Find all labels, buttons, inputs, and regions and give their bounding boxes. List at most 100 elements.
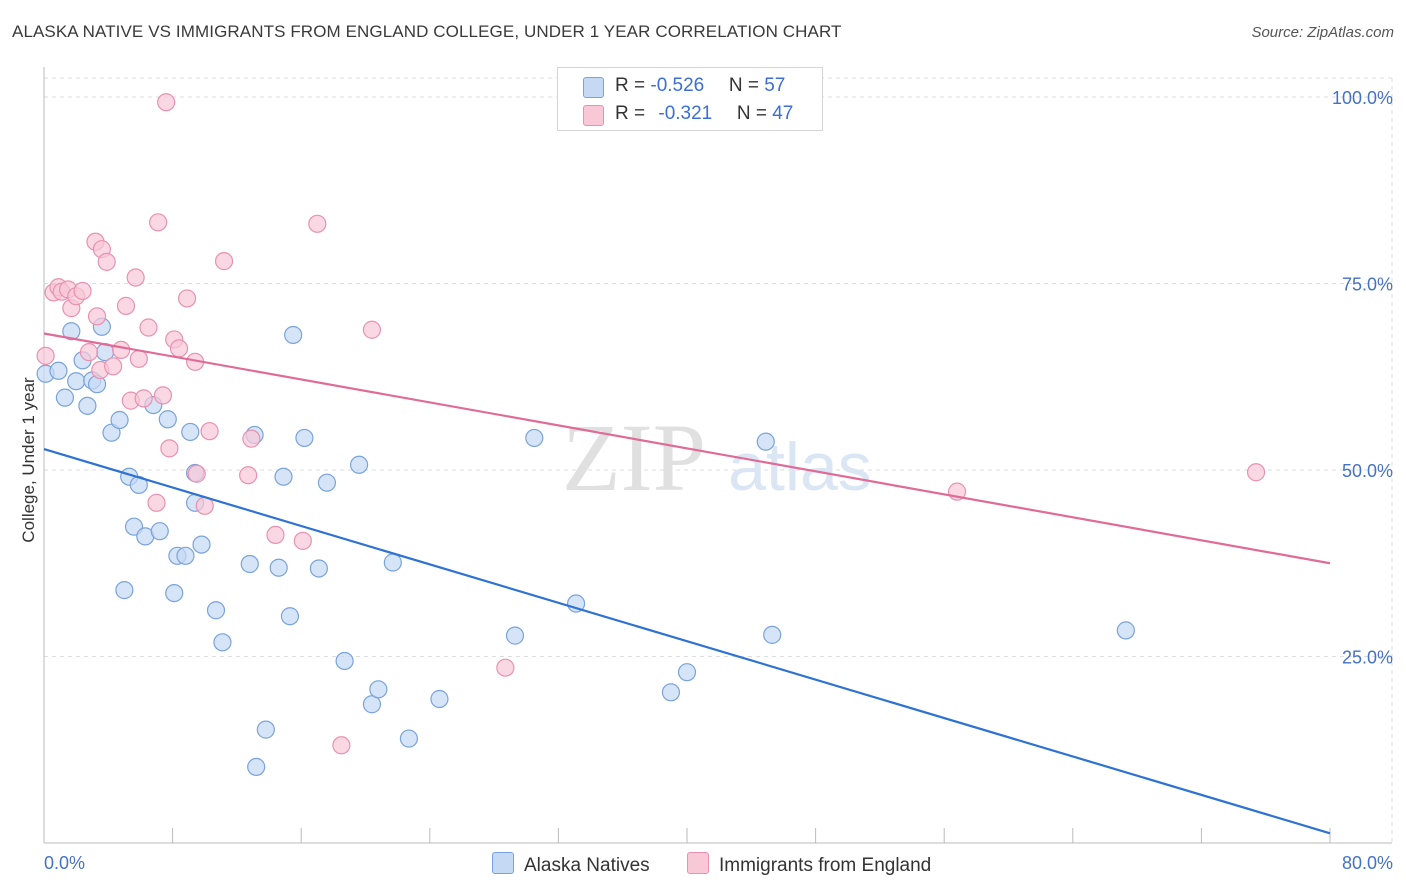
legend-swatch-pink (583, 105, 604, 126)
alaska-native-point (1116, 621, 1135, 640)
bottom-legend-label: Alaska Natives (524, 855, 650, 876)
legend-n-label: N = (728, 75, 765, 96)
source-label: Source: ZipAtlas.com (1251, 24, 1394, 41)
alaska-native-point (274, 467, 293, 486)
england-immigrant-point (157, 93, 176, 112)
england-immigrant-point (73, 281, 92, 301)
alaska-native-point (55, 388, 74, 407)
axis-labels: 100.0% 75.0% 50.0% 25.0% 0.0% 80.0% College, U… (19, 88, 1393, 873)
gridlines (44, 77, 1393, 843)
alaska-native-point (383, 553, 402, 572)
england-immigrant-point (200, 422, 219, 441)
alaska-native-point (176, 546, 195, 565)
x-tick-label-min: 0.0% (44, 853, 85, 873)
legend-swatch-blue (583, 77, 604, 98)
bottom-legend-label: Immigrants from England (719, 855, 932, 876)
legend-r-value: -0.321 (658, 103, 713, 124)
england-immigrant-point (97, 252, 116, 271)
x-tick-label-max: 80.0% (1342, 853, 1393, 873)
legend-r-label: R = (615, 75, 651, 96)
england-immigrant-point (112, 340, 131, 359)
england-immigrant-point (147, 493, 166, 512)
england-immigrant-point (87, 307, 107, 326)
england-immigrant-point (332, 736, 351, 755)
legend-n-label: N = (736, 103, 773, 124)
england-immigrant-point (362, 320, 382, 339)
england-immigrant-trend-line (43, 332, 1331, 565)
watermark-zip: ZIP (562, 404, 706, 511)
alaska-native-point (525, 428, 544, 448)
alaska-native-point (349, 455, 369, 474)
alaska-native-point (309, 559, 328, 578)
alaska-native-point (430, 689, 449, 709)
england-immigrant-point (177, 289, 197, 308)
axes (43, 67, 1392, 844)
y-tick-label: 50.0% (1342, 461, 1393, 481)
alaska-native-point (115, 581, 134, 600)
england-immigrant-point (104, 357, 123, 376)
england-immigrant-point (149, 213, 168, 232)
bottom-legend-alaska-natives: Alaska Natives (492, 852, 650, 877)
alaska-native-point (240, 554, 259, 574)
england-immigrant-point (126, 268, 145, 287)
alaska-native-point (317, 473, 337, 492)
alaska-native-point (505, 626, 525, 645)
legend-r-value: -0.526 (650, 75, 705, 96)
england-immigrant-point (214, 252, 234, 271)
legend-r-label: R = (615, 103, 651, 124)
alaska-native-point (335, 651, 354, 671)
alaska-native-point (165, 583, 184, 603)
england-immigrant-point (129, 349, 148, 368)
england-immigrant-point (293, 531, 312, 550)
england-immigrant-point (187, 464, 206, 483)
alaska-native-point (213, 633, 232, 652)
alaska-native-point (110, 410, 129, 430)
bottom-legend-swatch-blue (492, 852, 514, 874)
england-immigrant-point (496, 658, 515, 677)
alaska-native-point (67, 372, 86, 391)
alaska-native-point (247, 757, 266, 777)
alaska-native-point (284, 325, 303, 345)
alaska-native-point (677, 663, 697, 682)
legend-n-value: 47 (772, 103, 794, 124)
watermark-atlas: atlas (728, 429, 872, 505)
watermark: ZIP atlas (562, 404, 872, 511)
england-immigrant-point (239, 466, 258, 485)
england-immigrant-point (134, 389, 153, 408)
england-immigrant-point (139, 318, 158, 337)
y-tick-label: 75.0% (1342, 275, 1393, 295)
alaska-native-point (256, 720, 275, 739)
alaska-native-point (763, 625, 782, 644)
england-immigrant-point (266, 525, 285, 545)
alaska-native-point (78, 396, 97, 415)
alaska-native-point (192, 535, 211, 554)
england-immigrant-point (36, 346, 55, 365)
alaska-native-point (399, 729, 419, 748)
alaska-native-point (269, 558, 288, 577)
alaska-native-point (62, 322, 81, 341)
data-points (36, 87, 1266, 777)
alaska-native-point (661, 683, 681, 702)
alaska-native-point (756, 432, 775, 451)
alaska-native-point (150, 522, 169, 541)
alaska-native-point (280, 607, 300, 626)
legend-n-value: 57 (764, 75, 786, 96)
bottom-legend-swatch-pink (687, 852, 709, 874)
y-axis-title: College, Under 1 year (19, 377, 38, 543)
england-immigrant-point (1246, 463, 1266, 482)
england-immigrant-point (160, 439, 179, 458)
alaska-native-point (206, 601, 226, 620)
england-immigrant-point (79, 343, 99, 362)
trend-lines (43, 332, 1331, 835)
alaska-native-trend-line (43, 448, 1331, 835)
bottom-legend-immigrants-england: Immigrants from England (687, 852, 931, 877)
chart-title: ALASKA NATIVE VS IMMIGRANTS FROM ENGLAND… (12, 22, 842, 41)
alaska-native-point (369, 680, 388, 699)
england-immigrant-point (169, 339, 189, 358)
alaska-native-point (158, 410, 177, 429)
alaska-native-point (49, 361, 68, 380)
y-tick-label: 100.0% (1332, 88, 1393, 108)
y-tick-label: 25.0% (1342, 648, 1393, 668)
alaska-native-point (295, 428, 314, 448)
